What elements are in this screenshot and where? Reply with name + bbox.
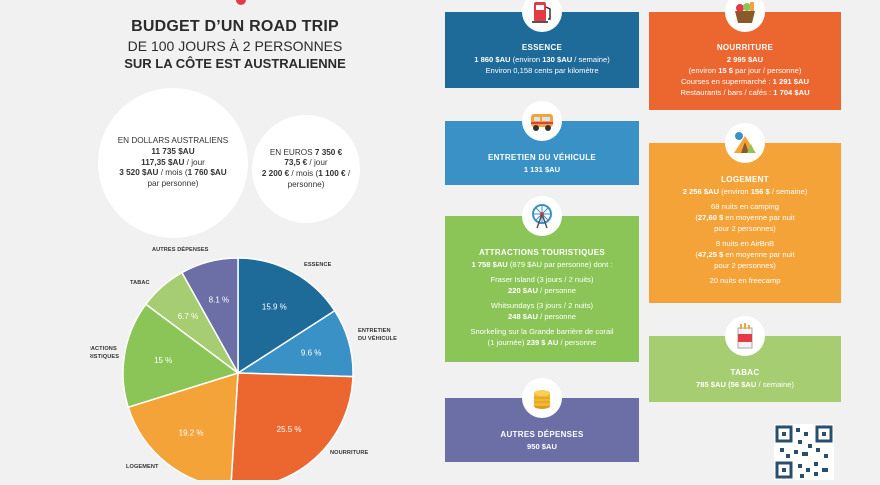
nourriture-restaurants: Restaurants / bars / cafés : 1 704 $AU (680, 87, 810, 97)
eur-per-month: 2 200 € / mois (1 100 € / (261, 169, 351, 178)
pie-slice-4 (122, 303, 240, 409)
budget-pie-chart: 15.9 % ESSENCE 9.6 % ENTRETIEN DU VÉHICULE 25… (90, 245, 397, 480)
card-tabac: TABAC 785 $AU (56 $AU / semaine) (649, 316, 841, 402)
nourriture-amount: 2 995 $AU (726, 54, 764, 64)
aud-heading: EN DOLLARS AUSTRALIENS (117, 136, 229, 146)
pie-category-label-1: ENTRETIEN DU VÉHICULE (358, 328, 397, 342)
attractions-whitsundays-price: 248 $AU / personne (508, 311, 576, 321)
gas-pump-icon (522, 0, 562, 32)
tabac-amount: 785 $AU (56 $AU / semaine) (696, 379, 794, 389)
eur-per-person: personne) (287, 179, 325, 189)
eur-per-day: 73,5 € / jour (284, 158, 328, 168)
pie-value-label-4: 15 % (154, 356, 172, 365)
attractions-whitsundays: Whitsundays (3 jours / 2 nuits) (490, 300, 594, 310)
essence-per-km: Environ 0,158 cents par kilomètre (485, 65, 599, 75)
logement-camping-pp: pour 2 personnes) (714, 223, 776, 233)
nourriture-title: NOURRITURE (716, 43, 774, 52)
ferris-wheel-icon (522, 196, 562, 236)
logement-airbnb: 8 nuits en AirBnB (715, 238, 775, 248)
pie-slice-0 (237, 257, 336, 375)
logement-camping-avg: (27,60 $ en moyenne par nuit (695, 212, 795, 222)
aud-per-person: par personne) (147, 178, 199, 188)
card-entretien: ENTRETIEN DU VÉHICULE 1 131 $AU (445, 101, 639, 185)
groceries-icon (725, 0, 765, 32)
pie-slice-6 (180, 257, 239, 376)
pie-value-label-6: 8.1 % (209, 296, 229, 305)
nourriture-supermarket: Courses en supermarché : 1 291 $AU (681, 76, 809, 86)
brand-logo-fragment (236, 0, 246, 5)
card-essence: ESSENCE 1 860 $AU (environ 130 $AU / sem… (445, 0, 639, 88)
entretien-title: ENTRETIEN DU VÉHICULE (487, 153, 597, 162)
eur-total-circle: EN EUROS 7 350 € 73,5 € / jour 2 200 € /… (252, 115, 360, 223)
attractions-snorkeling-price: (1 journée) 239 $ AU / personne (487, 337, 597, 347)
card-autres: AUTRES DÉPENSES 950 $AU (445, 378, 639, 462)
eur-heading-total: EN EUROS 7 350 € (269, 147, 343, 157)
pie-value-label-3: 19.2 % (179, 429, 204, 438)
van-icon (522, 101, 562, 141)
logement-freecamp: 20 nuits en freecamp (709, 275, 781, 285)
pie-category-label-5: TABAC (130, 280, 150, 286)
logement-airbnb-avg: (47,25 $ en moyenne par nuit (695, 249, 795, 259)
logement-amount: 2 256 $AU (environ 156 $ / semaine) (682, 186, 808, 196)
attractions-snorkeling: Snorkeling sur la Grande barrière de cor… (470, 326, 614, 336)
aud-total-circle: EN DOLLARS AUSTRALIENS 11 735 $AU 117,35… (98, 88, 248, 238)
title-line-3: SUR LA CÔTE EST AUSTRALIENNE (124, 56, 346, 71)
entretien-amount: 1 131 $AU (523, 164, 561, 174)
pie-slice-3 (127, 371, 239, 480)
logement-airbnb-pp: pour 2 personnes) (714, 260, 776, 270)
aud-per-month: 3 520 $AU / mois (1 760 $AU (119, 168, 227, 178)
pie-value-label-2: 25.5 % (277, 425, 302, 434)
attractions-fraser: Fraser Island (3 jours / 2 nuits) (490, 274, 594, 284)
pie-category-label-2: NOURRITURE (330, 450, 368, 456)
qr-code-icon (774, 424, 834, 480)
title-line-2: DE 100 JOURS À 2 PERSONNES (127, 38, 343, 54)
card-nourriture: NOURRITURE 2 995 $AU (environ 15 $ par j… (649, 0, 841, 110)
essence-amount: 1 860 $AU (environ 130 $AU / semaine) (474, 54, 610, 64)
aud-per-day: 117,35 $AU / jour (141, 157, 205, 167)
aud-total: 11 735 $AU (151, 147, 195, 157)
tent-icon (725, 123, 765, 163)
autres-title: AUTRES DÉPENSES (500, 430, 584, 439)
pie-value-label-1: 9.6 % (301, 349, 321, 358)
logement-camping: 68 nuits en camping (711, 201, 779, 211)
card-logement: LOGEMENT 2 256 $AU (environ 156 $ / sema… (649, 123, 841, 303)
page-title: BUDGET D’UN ROAD TRIP DE 100 JOURS À 2 P… (95, 18, 375, 71)
pie-category-label-3: LOGEMENT (126, 464, 159, 470)
pie-category-label-0: ESSENCE (304, 262, 332, 268)
nourriture-per-day: (environ 15 $ par jour / personne) (688, 65, 802, 75)
card-attractions: ATTRACTIONS TOURISTIQUES 1 758 $AU (879 … (445, 196, 639, 362)
tabac-title: TABAC (730, 368, 760, 377)
attractions-fraser-price: 220 $AU / personne (508, 285, 576, 295)
attractions-title: ATTRACTIONS TOURISTIQUES (478, 248, 606, 257)
essence-title: ESSENCE (521, 43, 563, 52)
pie-value-label-5: 6.7 % (178, 312, 198, 321)
attractions-amount: 1 758 $AU (879 $AU par personne) dont : (471, 259, 613, 269)
pie-slice-2 (230, 372, 354, 480)
title-line-1: BUDGET D’UN ROAD TRIP (131, 18, 339, 35)
autres-amount: 950 $AU (527, 441, 557, 451)
pie-value-label-0: 15.9 % (262, 302, 287, 311)
cigarette-pack-icon (725, 316, 765, 356)
logement-title: LOGEMENT (721, 175, 769, 184)
pie-category-label-6: AUTRES DÉPENSES (152, 245, 209, 253)
coins-icon (522, 378, 562, 418)
